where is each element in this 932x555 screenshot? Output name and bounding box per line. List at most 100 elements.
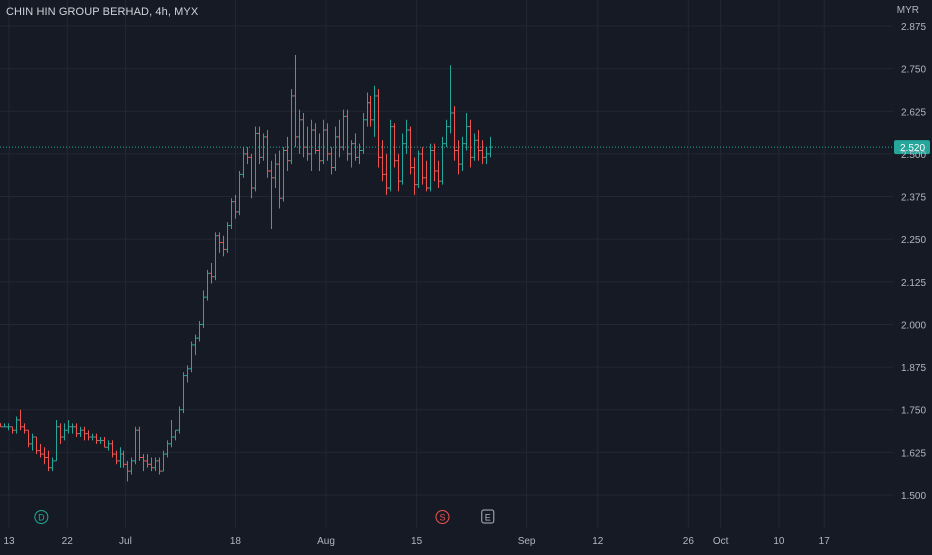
x-tick-label: Sep — [518, 536, 536, 547]
split-marker[interactable]: S — [435, 510, 450, 524]
y-tick-label: 1.875 — [901, 363, 926, 374]
ohlc-bar — [436, 160, 441, 189]
ohlc-bar — [420, 147, 425, 185]
ohlc-bar — [213, 232, 218, 281]
y-tick-label: 2.375 — [901, 193, 926, 204]
ohlc-bar — [165, 440, 170, 458]
ohlc-bar — [376, 89, 381, 168]
ohlc-bar — [404, 119, 409, 154]
svg-text:S: S — [439, 513, 445, 523]
ohlc-bar — [329, 147, 334, 175]
x-tick-label: Oct — [713, 536, 729, 547]
ohlc-bar — [400, 133, 405, 185]
price-axis[interactable]: 2.875 2.750 2.625 2.500 2.375 2.250 2.125 2.000… — [901, 22, 926, 502]
ohlc-bar — [153, 457, 158, 472]
ohlc-bar — [110, 440, 115, 458]
ohlc-bar — [293, 54, 298, 148]
ohlc-bar — [157, 457, 162, 475]
svg-text:E: E — [485, 513, 491, 523]
y-tick-label: 2.500 — [901, 150, 926, 161]
ohlc-bar — [452, 106, 457, 161]
ohlc-bar — [368, 95, 373, 127]
ohlc-bars — [0, 54, 493, 482]
x-tick-label: 10 — [773, 536, 785, 547]
ohlc-bar — [70, 423, 75, 434]
ohlc-bar — [205, 269, 210, 301]
ohlc-bar — [392, 123, 397, 168]
ohlc-bar — [50, 457, 55, 472]
x-tick-label: 17 — [819, 536, 831, 547]
ohlc-bar — [380, 140, 385, 182]
ohlc-bar — [285, 136, 290, 171]
ohlc-bar — [94, 433, 99, 444]
ohlc-bar — [74, 423, 79, 438]
x-tick-label: 13 — [3, 536, 15, 547]
ohlc-bar — [34, 436, 39, 455]
ohlc-bar — [289, 89, 294, 165]
ohlc-bar — [121, 450, 126, 468]
ohlc-bar — [225, 222, 230, 253]
ohlc-bar — [257, 126, 262, 165]
last-price-label: 2.520 — [900, 143, 925, 154]
ohlc-bar — [181, 372, 186, 414]
time-axis[interactable]: 13 22 Jul 18 Aug 15 Sep 12 26 Oct 10 17 — [3, 536, 830, 547]
ohlc-bar — [58, 423, 63, 444]
ohlc-bar — [444, 119, 449, 148]
ohlc-bar — [106, 440, 111, 451]
ohlc-bar — [209, 263, 214, 284]
ohlc-bar — [102, 437, 107, 448]
ohlc-bar — [193, 334, 198, 356]
earnings-marker[interactable]: E — [481, 509, 495, 524]
ohlc-bar — [245, 147, 250, 165]
ohlc-bar — [456, 140, 461, 175]
ohlc-bar — [6, 423, 11, 431]
ohlc-bar — [229, 198, 234, 229]
ohlc-bar — [125, 460, 130, 482]
x-tick-label: Aug — [317, 536, 335, 547]
ohlc-bar — [325, 123, 330, 161]
ohlc-bar — [408, 126, 413, 175]
ohlc-bar — [42, 447, 47, 465]
x-tick-label: 18 — [230, 536, 242, 547]
ohlc-bar — [169, 419, 174, 448]
y-tick-label: 2.125 — [901, 278, 926, 289]
symbol-title[interactable]: CHIN HIN GROUP BERHAD, 4h, MYX — [6, 6, 199, 18]
ohlc-bar — [428, 143, 433, 192]
ohlc-bar — [313, 123, 318, 154]
ohlc-bar — [345, 109, 350, 161]
x-tick-label: 15 — [411, 536, 423, 547]
ohlc-bar — [448, 65, 453, 134]
ohlc-bar — [189, 341, 194, 373]
ohlc-bar — [357, 143, 362, 165]
ohlc-bar — [201, 290, 206, 328]
ohlc-bar — [14, 416, 19, 434]
ohlc-bar — [321, 119, 326, 165]
ohlc-bar — [273, 153, 278, 189]
ohlc-bar — [353, 133, 358, 161]
ohlc-bar — [38, 443, 43, 458]
ohlc-bar — [261, 133, 266, 161]
ohlc-bar — [233, 194, 238, 219]
ohlc-bar — [217, 232, 222, 253]
ohlc-bar — [412, 157, 417, 195]
ohlc-bar — [82, 426, 87, 441]
ohlc-bar — [161, 450, 166, 472]
ohlc-bar — [309, 119, 314, 171]
ohlc-bar — [424, 160, 429, 192]
ohlc-bar — [265, 130, 270, 178]
y-tick-label: 2.625 — [901, 107, 926, 118]
x-tick-label: Jul — [119, 536, 132, 547]
dividend-marker[interactable]: D — [34, 510, 49, 524]
ohlc-bar — [62, 423, 67, 441]
ohlc-bar — [440, 136, 445, 185]
ohlc-bar — [149, 457, 154, 472]
last-price-line: 2.520 — [0, 140, 930, 155]
ohlc-bar — [249, 153, 254, 199]
svg-text:D: D — [38, 513, 45, 523]
ohlc-bar — [114, 450, 119, 465]
ohlc-bar — [78, 426, 83, 438]
